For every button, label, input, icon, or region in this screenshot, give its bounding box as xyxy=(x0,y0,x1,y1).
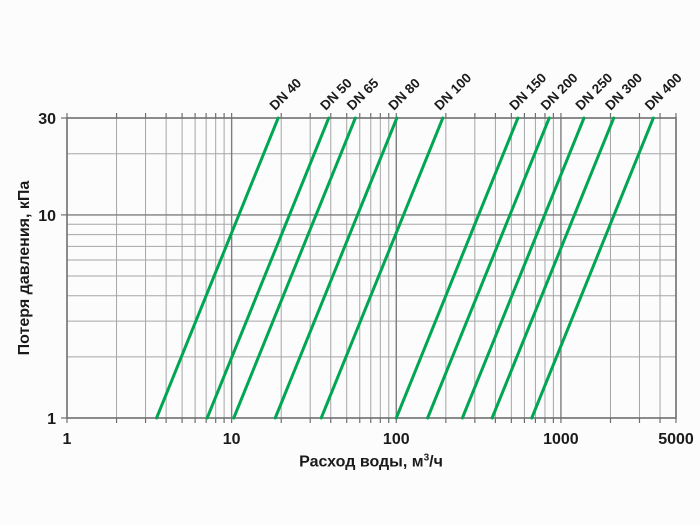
y-tick-label: 10 xyxy=(38,208,56,225)
series-line xyxy=(394,116,520,420)
series-label: DN 80 xyxy=(385,75,423,113)
series-line xyxy=(232,116,357,420)
series-line xyxy=(530,116,655,420)
series-label: DN 100 xyxy=(431,70,474,113)
series-line xyxy=(426,116,551,420)
x-tick-label: 5000 xyxy=(658,431,694,448)
x-axis-title-suffix: /ч xyxy=(429,453,443,471)
x-tick-label: 1000 xyxy=(543,431,579,448)
series-label: DN 400 xyxy=(642,70,685,113)
series-line xyxy=(490,116,616,420)
x-tick-label: 100 xyxy=(383,431,410,448)
series-line xyxy=(205,116,331,420)
y-tick-label: 1 xyxy=(47,411,56,428)
x-tick-label: 10 xyxy=(223,431,241,448)
plot-border xyxy=(66,117,677,419)
series-line xyxy=(273,116,399,420)
series-line xyxy=(155,116,280,420)
series-label: DN 40 xyxy=(267,75,305,113)
series-line xyxy=(319,116,445,420)
x-axis-title-text: Расход воды, м xyxy=(299,453,424,471)
x-axis-title-sup: 3 xyxy=(423,452,430,464)
y-axis-title: Потеря давления, кПа xyxy=(16,180,33,356)
x-axis-title: Расход воды, м3/ч xyxy=(299,453,443,472)
x-tick-label: 1 xyxy=(63,431,72,448)
series-line xyxy=(460,116,586,420)
y-tick-label: 30 xyxy=(38,111,56,128)
